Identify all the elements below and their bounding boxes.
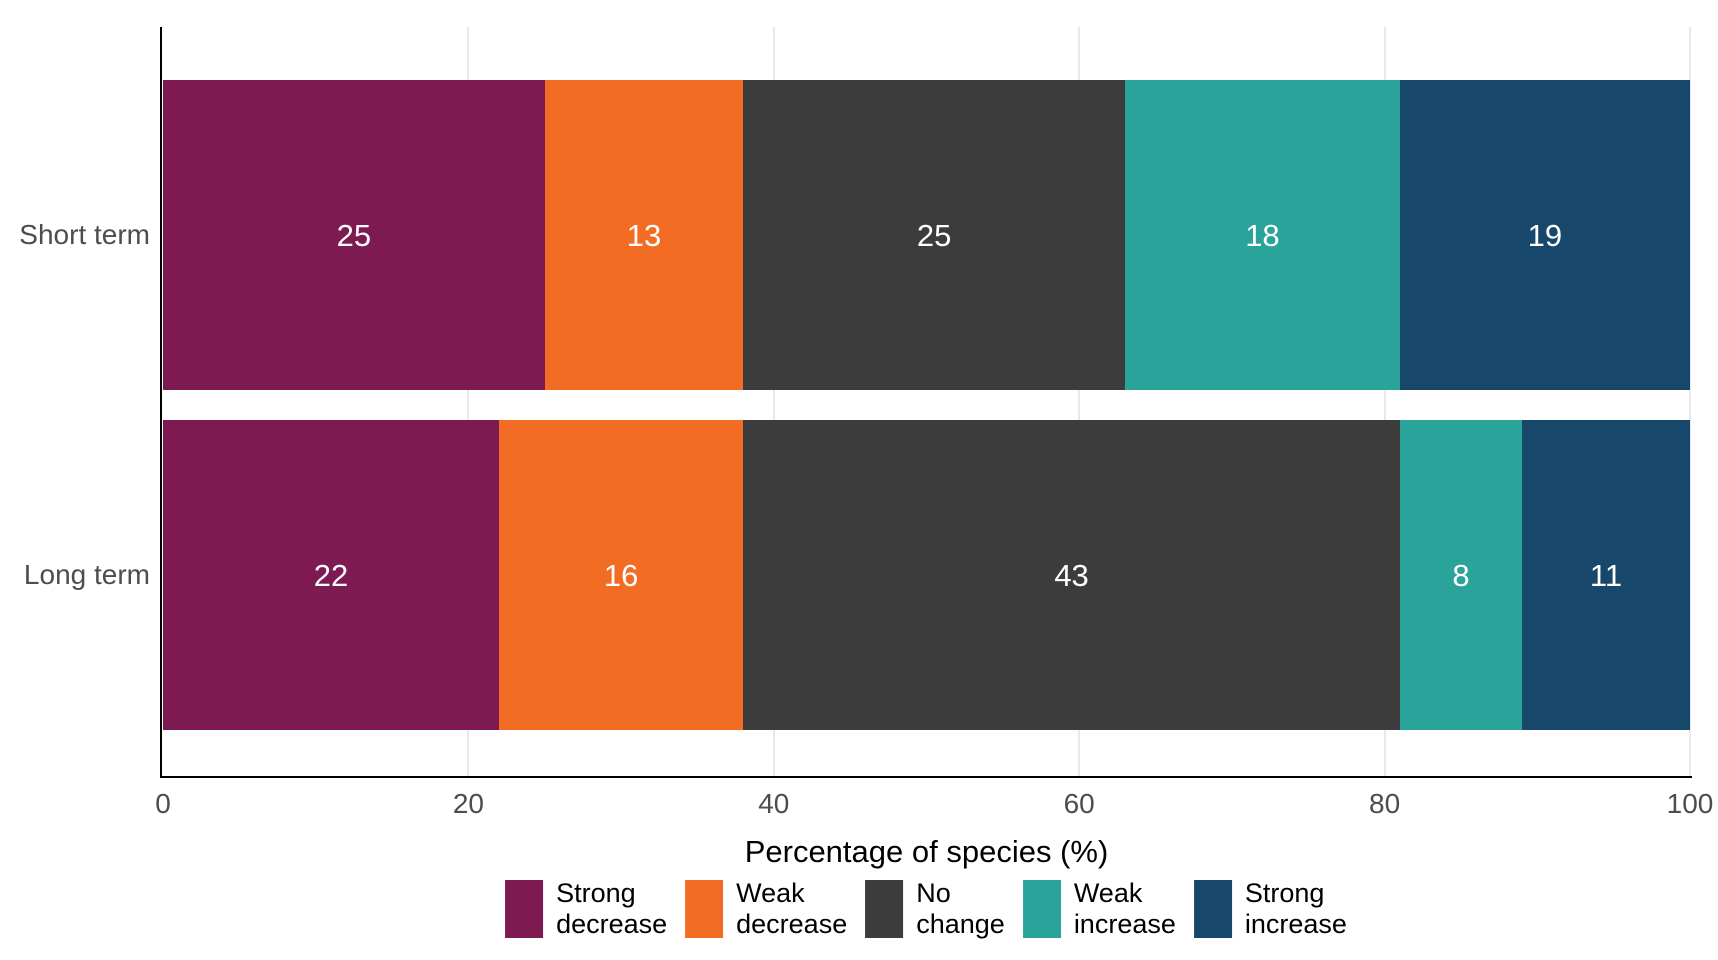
- y-axis-line: [160, 27, 162, 778]
- legend-item: Weak decrease: [685, 878, 847, 940]
- category-label: Short term: [19, 219, 150, 250]
- x-tick-label: 60: [1063, 788, 1095, 819]
- legend-swatch: [505, 880, 544, 939]
- legend-label: Strong increase: [1244, 878, 1347, 940]
- bar-segment: 43: [743, 420, 1400, 730]
- bar-value-label: 25: [916, 217, 952, 253]
- bar-segment: 16: [498, 420, 744, 730]
- bar-segment: 25: [743, 80, 1125, 390]
- legend: Strong decrease Weak decrease No change Weak in…: [505, 878, 1347, 940]
- x-tick-label: 20: [452, 788, 484, 819]
- x-tick-label: 40: [758, 788, 790, 819]
- bar-value-label: 18: [1245, 217, 1280, 253]
- legend-item: Strong decrease: [505, 878, 667, 940]
- bar-segment: 22: [163, 420, 499, 730]
- bar-segment: 13: [544, 80, 744, 390]
- bar-value-label: 13: [626, 217, 662, 253]
- bar-segment: 11: [1522, 420, 1690, 730]
- x-axis-line: [160, 776, 1692, 778]
- gridline: [772, 27, 775, 776]
- x-tick-label: 100: [1666, 788, 1714, 819]
- x-tick-label: 0: [155, 788, 171, 819]
- x-tick-label: 80: [1369, 788, 1401, 819]
- legend-label: No change: [916, 878, 1005, 940]
- legend-item: Strong increase: [1193, 878, 1347, 940]
- legend-item: No change: [865, 878, 1005, 940]
- bar-segment: 25: [163, 80, 545, 390]
- bar-value-label: 19: [1527, 217, 1563, 253]
- gridline: [1689, 27, 1691, 776]
- bar-value-label: 11: [1589, 557, 1623, 593]
- bar-value-label: 22: [313, 557, 349, 593]
- legend-swatch: [1022, 880, 1061, 939]
- legend-swatch: [865, 880, 904, 939]
- category-label: Long term: [23, 559, 150, 590]
- x-axis-title: Percentage of species (%): [744, 834, 1109, 869]
- legend-swatch: [685, 880, 724, 939]
- bar-value-label: 43: [1054, 557, 1089, 593]
- legend-label: Strong decrease: [556, 878, 668, 940]
- legend-swatch: [1193, 880, 1232, 939]
- legend-item: Weak increase: [1022, 878, 1176, 940]
- legend-label: Weak decrease: [736, 878, 848, 940]
- bar-segment: 19: [1399, 80, 1690, 390]
- bar-value-label: 25: [336, 217, 372, 253]
- bar-value-label: 8: [1452, 557, 1470, 593]
- bar-segment: 18: [1125, 80, 1400, 390]
- legend-label: Weak increase: [1073, 878, 1176, 940]
- bar-value-label: 16: [603, 557, 639, 593]
- gridline: [1078, 27, 1081, 776]
- bar-segment: 8: [1399, 420, 1523, 730]
- gridline: [1383, 27, 1386, 776]
- gridline: [467, 27, 470, 776]
